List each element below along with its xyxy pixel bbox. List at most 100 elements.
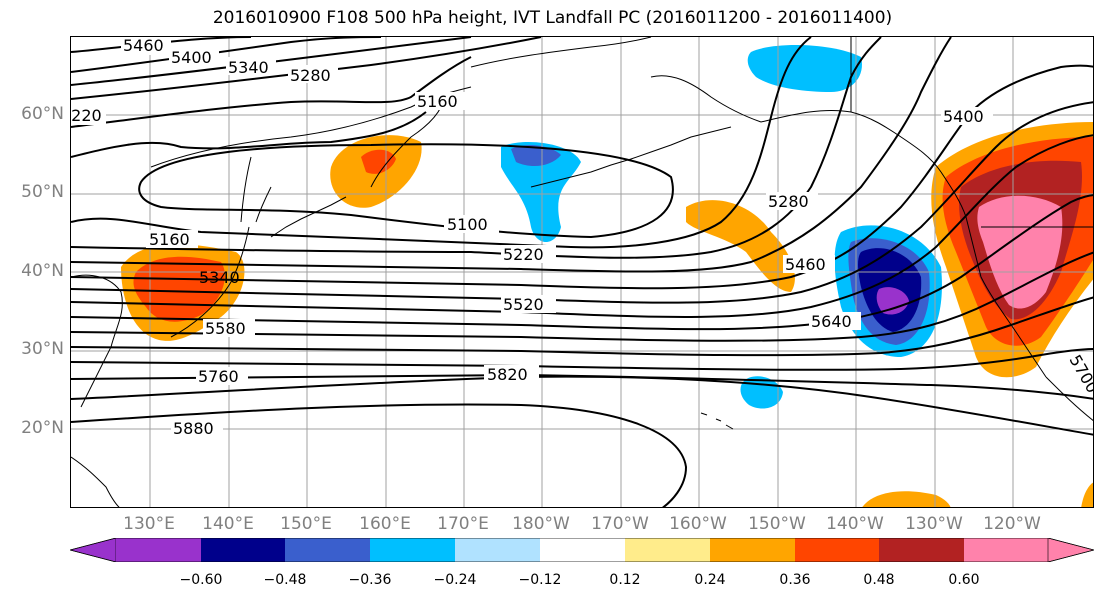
anomaly-coast-pink [977, 195, 1063, 309]
contour-5160-low [71, 111, 427, 158]
shading-layer [121, 45, 1093, 507]
coast-kamchatka [370, 106, 442, 188]
contour-5220-mid [71, 37, 882, 259]
colorbar-tick: 0.36 [779, 572, 811, 588]
lat-label-60n: 60°N [21, 104, 64, 124]
lat-label-40n: 40°N [21, 261, 64, 281]
coast-asia [71, 274, 123, 507]
contour-label: 5640 [811, 312, 852, 331]
contour-label: 5340 [228, 58, 269, 77]
contour-label: 5580 [205, 319, 246, 338]
coast-sakhalin [240, 156, 252, 223]
lat-label-50n: 50°N [21, 182, 64, 202]
contour-5220-north [71, 56, 472, 128]
coast-mexico [1045, 376, 1093, 422]
colorbar-tick: −0.12 [518, 572, 562, 588]
colorbar-tick: 0.60 [948, 572, 980, 588]
lon-label-130e: 130°E [123, 514, 175, 534]
anomaly-gulf-orange [686, 200, 795, 292]
contour-label: 5400 [943, 107, 984, 126]
anomaly-alaska-sky [747, 45, 862, 92]
contour-5400-mid [71, 101, 1093, 304]
coast-hawaii [700, 412, 734, 430]
lon-label-140e: 140°E [202, 514, 254, 534]
lat-label-20n: 20°N [21, 418, 64, 438]
coast-japan [170, 186, 272, 338]
map-canvas: 5460 5400 5340 5280 5220 5160 5100 5220 … [71, 37, 1094, 507]
colorbar-tick: −0.36 [348, 572, 392, 588]
contour-label: 5160 [417, 92, 458, 111]
coast-uswest [980, 276, 1047, 378]
gridlines [71, 37, 1093, 507]
anomaly-bering-royal [511, 145, 561, 167]
contour-label: 5520 [503, 295, 544, 314]
anomaly-kamchatka-red [361, 149, 396, 174]
anomaly-bering-sky [501, 142, 581, 242]
lon-label-150e: 150°E [280, 514, 332, 534]
coast-kuril [270, 196, 347, 238]
contour-label: 5700 [1066, 352, 1094, 397]
colorbar-tick: 0.12 [609, 572, 641, 588]
lon-label-180w: 180°W [512, 514, 570, 534]
contour-5460-mid [71, 134, 1093, 318]
contour-5640 [71, 296, 1093, 357]
contour-label: 5460 [785, 255, 826, 274]
lon-label-120w: 120°W [983, 514, 1041, 534]
coast-aleutians [530, 126, 732, 188]
colorbar-tick: 0.48 [863, 572, 895, 588]
contour-label: 5280 [290, 66, 331, 85]
colorbar-cell [540, 538, 625, 562]
colorbar-cell [370, 538, 455, 562]
contour-5880 [71, 403, 688, 507]
lon-label-160e: 160°E [359, 514, 411, 534]
contour-label: 5100 [447, 215, 488, 234]
colorbar-tick: −0.60 [179, 572, 223, 588]
colorbar-tick: −0.48 [263, 572, 307, 588]
colorbar-cell [795, 538, 879, 562]
colorbar-tick: 0.24 [694, 572, 726, 588]
colorbar-extend-low [70, 538, 117, 562]
contour-5400-north [71, 37, 382, 73]
contour-5700 [71, 348, 1093, 371]
colorbar-cell [964, 538, 1048, 562]
contour-label: 5220 [71, 106, 102, 125]
contour-label: 5220 [503, 245, 544, 264]
contour-5280-north [71, 37, 542, 100]
anomaly-corner-orange [1081, 482, 1093, 507]
lon-label-150w: 150°W [748, 514, 806, 534]
colorbar-cell [285, 538, 370, 562]
colorbar-extend-high [1047, 538, 1094, 562]
anomaly-central-purple [876, 287, 909, 315]
colorbar-cell [201, 538, 285, 562]
map-title: 2016010900 F108 500 hPa height, IVT Land… [212, 8, 893, 28]
contour-label: 5400 [171, 48, 212, 67]
lon-label-140w: 140°W [826, 514, 884, 534]
contour-label: 5820 [487, 365, 528, 384]
colorbar-tick: −0.24 [433, 572, 477, 588]
colorbar-cell [455, 538, 540, 562]
lon-label-130w: 130°W [905, 514, 963, 534]
contour-label: 5460 [123, 37, 164, 55]
lon-label-160w: 160°W [669, 514, 727, 534]
contour-5580 [71, 251, 1093, 342]
colorbar-cell [116, 538, 201, 562]
contour-5820 [71, 375, 1093, 436]
coast-chukotka [470, 37, 652, 68]
contour-5160-mid [71, 37, 812, 249]
contour-labels: 5460 5400 5340 5280 5220 5160 5100 5220 … [71, 37, 1094, 438]
contour-label: 5280 [768, 192, 809, 211]
height-contours [71, 37, 1093, 507]
contour-label: 5760 [198, 367, 239, 386]
colorbar [70, 538, 1094, 562]
lat-label-30n: 30°N [21, 339, 64, 359]
contour-5340-north [71, 37, 472, 86]
contour-label: 5880 [173, 419, 214, 438]
contour-5100-low [138, 143, 674, 239]
anomaly-bottom-orange [862, 491, 951, 507]
contour-5520 [71, 194, 1093, 331]
contour-label: 5340 [199, 268, 240, 287]
colorbar-cell [625, 538, 710, 562]
contour-label: 5160 [149, 230, 190, 249]
colorbar-cell [710, 538, 795, 562]
lon-label-170w: 170°W [591, 514, 649, 534]
